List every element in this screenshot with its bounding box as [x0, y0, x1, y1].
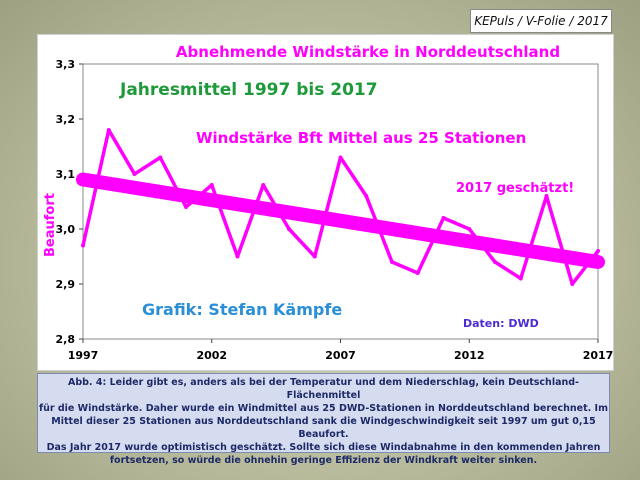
data-point — [312, 254, 317, 259]
data-point — [209, 183, 214, 187]
data-point — [184, 205, 188, 209]
x-tick-label: 2002 — [196, 349, 227, 362]
y-tick-label: 3,0 — [56, 223, 76, 236]
data-source: Daten: DWD — [463, 317, 539, 330]
chart-subtitle: Jahresmittel 1997 bis 2017 — [119, 80, 378, 100]
y-tick-label: 2,8 — [56, 333, 76, 346]
data-point — [390, 260, 394, 264]
y-tick-label: 3,1 — [56, 168, 76, 181]
series-marks — [76, 128, 605, 286]
data-point — [132, 172, 137, 176]
x-axis: 1997 2002 2007 2012 2017 — [68, 339, 613, 362]
data-point — [158, 155, 163, 160]
caption-line: fortsetzen, so würde die ohnehin geringe… — [109, 455, 538, 466]
y-axis: 2,8 2,9 3,0 3,1 3,2 3,3 — [56, 58, 83, 346]
data-point — [467, 227, 472, 231]
series-label: Windstärke Bft Mittel aus 25 Stationen — [196, 129, 526, 147]
caption-line: für die Windstärke. Daher wurde ein Wind… — [38, 403, 608, 414]
caption-line: Mittel dieser 25 Stationen aus Norddeuts… — [51, 416, 596, 440]
trend-line — [76, 172, 605, 269]
data-point — [441, 216, 446, 220]
x-tick-label: 2007 — [325, 349, 356, 362]
x-tick-label: 1997 — [68, 349, 99, 362]
data-point — [364, 194, 369, 198]
plot-area — [82, 63, 599, 340]
x-tick-label: 2012 — [454, 349, 485, 362]
chart-title: Abnehmende Windstärke in Norddeutschland — [176, 43, 560, 61]
y-tick-label: 3,2 — [56, 113, 76, 126]
data-point — [338, 155, 343, 160]
slide-tag: KEPuls / V-Folie / 2017 — [470, 9, 612, 33]
caption-line: Abb. 4: Leider gibt es, anders als bei d… — [67, 377, 579, 401]
data-point — [570, 282, 575, 286]
wind-chart: 2,8 2,9 3,0 3,1 3,2 3,3 1997 2002 2007 2012 2017 … — [43, 43, 613, 362]
caption-line: Das Jahr 2017 wurde optimistisch geschät… — [46, 442, 601, 453]
figure-caption: Abb. 4: Leider gibt es, anders als bei d… — [37, 373, 610, 466]
y-tick-label: 3,3 — [56, 58, 76, 71]
data-point — [415, 271, 420, 275]
data-point — [544, 194, 549, 198]
data-point — [81, 243, 85, 248]
data-point — [261, 183, 266, 187]
estimate-annotation: 2017 geschätzt! — [456, 181, 574, 196]
chart-panel: 2,8 2,9 3,0 3,1 3,2 3,3 1997 2002 2007 2012 2017 … — [37, 34, 614, 371]
x-tick-label: 2017 — [583, 349, 613, 362]
data-point — [106, 128, 111, 132]
data-point — [518, 276, 523, 281]
data-point — [596, 249, 600, 253]
y-tick-label: 2,9 — [56, 278, 76, 291]
y-axis-label: Beaufort — [43, 193, 58, 257]
chart-credit: Grafik: Stefan Kämpfe — [142, 300, 342, 319]
data-point — [287, 227, 291, 231]
data-point — [235, 254, 240, 259]
data-point — [493, 260, 497, 264]
